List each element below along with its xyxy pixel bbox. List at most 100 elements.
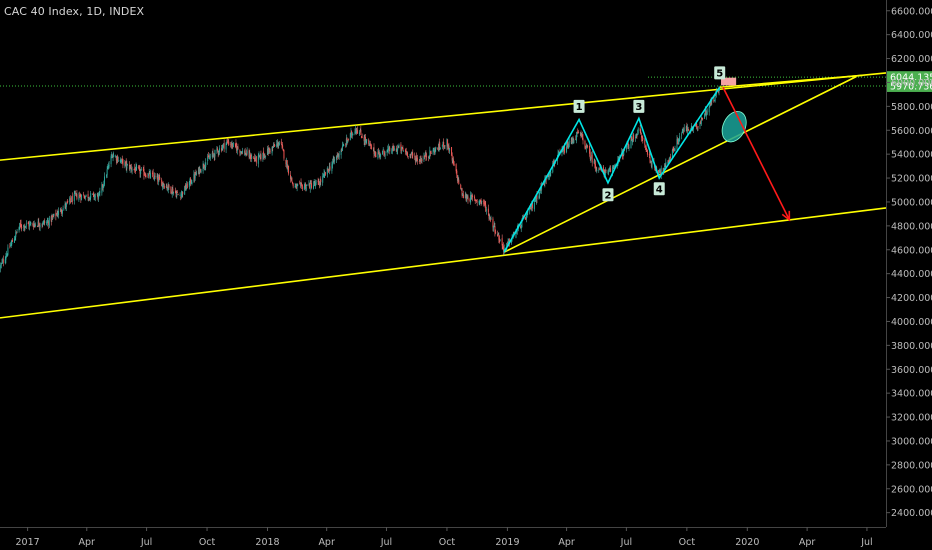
candle-body [75, 193, 77, 194]
candle-body [543, 182, 545, 185]
candle-body [626, 143, 628, 148]
candle-body [350, 131, 352, 134]
candle-body [581, 134, 583, 138]
candle-body [19, 223, 21, 225]
candle-body [195, 172, 197, 175]
candle-body [188, 181, 190, 188]
candle-body [42, 221, 44, 224]
candle-body [313, 182, 315, 185]
candle-body [315, 181, 317, 183]
candle-body [327, 168, 329, 171]
candle-body [589, 152, 591, 159]
candle-body [480, 201, 482, 203]
candle-body [74, 193, 76, 194]
candle-body [258, 155, 260, 157]
candle-body [124, 162, 126, 167]
candle-body [9, 246, 11, 248]
candle-body [359, 132, 361, 135]
candle-body [501, 238, 503, 246]
candle-body [80, 195, 82, 200]
candle-body [272, 145, 274, 148]
candle-body [713, 100, 715, 102]
candle-body [340, 150, 342, 155]
candle-body [130, 167, 132, 170]
candle-body [310, 183, 312, 185]
candle-body [292, 183, 294, 187]
candle-body [591, 155, 593, 157]
candle-body [213, 154, 215, 158]
candle-body [136, 166, 138, 168]
candle-body [433, 150, 435, 154]
candle-body [287, 167, 289, 171]
x-tick-label: Oct [679, 537, 696, 548]
candle-body [222, 143, 224, 146]
candle-body [400, 144, 402, 152]
candle-body [476, 199, 478, 201]
candle-body [295, 184, 297, 186]
candle-body [121, 158, 123, 161]
candle-body [253, 157, 255, 160]
candle-body [228, 141, 230, 146]
candle-body [397, 147, 399, 151]
candle-body [308, 184, 310, 186]
candle-body [286, 160, 288, 170]
candle-body [495, 231, 497, 234]
candle-body [142, 168, 144, 170]
candle-body [138, 167, 140, 169]
candle-body [434, 149, 436, 154]
candle-body [336, 156, 338, 160]
candle-body [120, 160, 122, 162]
candle-body [639, 128, 641, 132]
candle-body [65, 202, 67, 207]
candle-body [48, 221, 50, 225]
candle-body [547, 176, 549, 180]
candle-body [411, 153, 413, 155]
candle-body [391, 151, 393, 153]
candle-body [29, 223, 31, 225]
candle-body [466, 197, 468, 199]
candle-body [640, 135, 642, 138]
candle-body [696, 127, 698, 129]
trendline-wedge-top [719, 74, 864, 89]
candle-body [710, 101, 712, 106]
candle-body [503, 249, 505, 252]
wave-label-box [714, 66, 726, 80]
candle-body [535, 199, 537, 202]
candle-body [69, 198, 71, 201]
candle-body [535, 193, 537, 202]
candle-body [207, 155, 209, 158]
candle-body [197, 168, 199, 174]
y-tick-label: 3200.000 [891, 413, 932, 424]
candle-body [151, 172, 153, 174]
candle-body [368, 139, 370, 144]
candle-body [562, 148, 564, 151]
candle-body [665, 162, 667, 165]
candle-body [593, 160, 595, 164]
candle-body [453, 164, 455, 166]
x-tick-label: 2018 [255, 537, 279, 548]
candle-body [407, 156, 409, 157]
candle-body [469, 199, 471, 202]
price-series [0, 85, 721, 273]
candle-body [582, 137, 584, 141]
candle-body [333, 158, 335, 161]
candle-body [4, 259, 6, 263]
candle-body [13, 238, 15, 243]
y-tick-label: 5400.000 [891, 150, 932, 161]
candle-body [207, 156, 209, 162]
candle-body [154, 176, 156, 177]
candle-body [71, 195, 73, 202]
candle-body [265, 155, 267, 157]
candle-body [251, 156, 253, 159]
candle-body [594, 164, 596, 168]
candle-body [490, 218, 492, 220]
candle-body [212, 152, 214, 155]
candle-body [448, 145, 450, 152]
candle-body [379, 152, 381, 156]
candle-body [232, 142, 234, 148]
candle-body [130, 166, 132, 168]
candle-body [259, 153, 261, 158]
candle-body [65, 204, 67, 207]
candle-body [558, 153, 560, 155]
